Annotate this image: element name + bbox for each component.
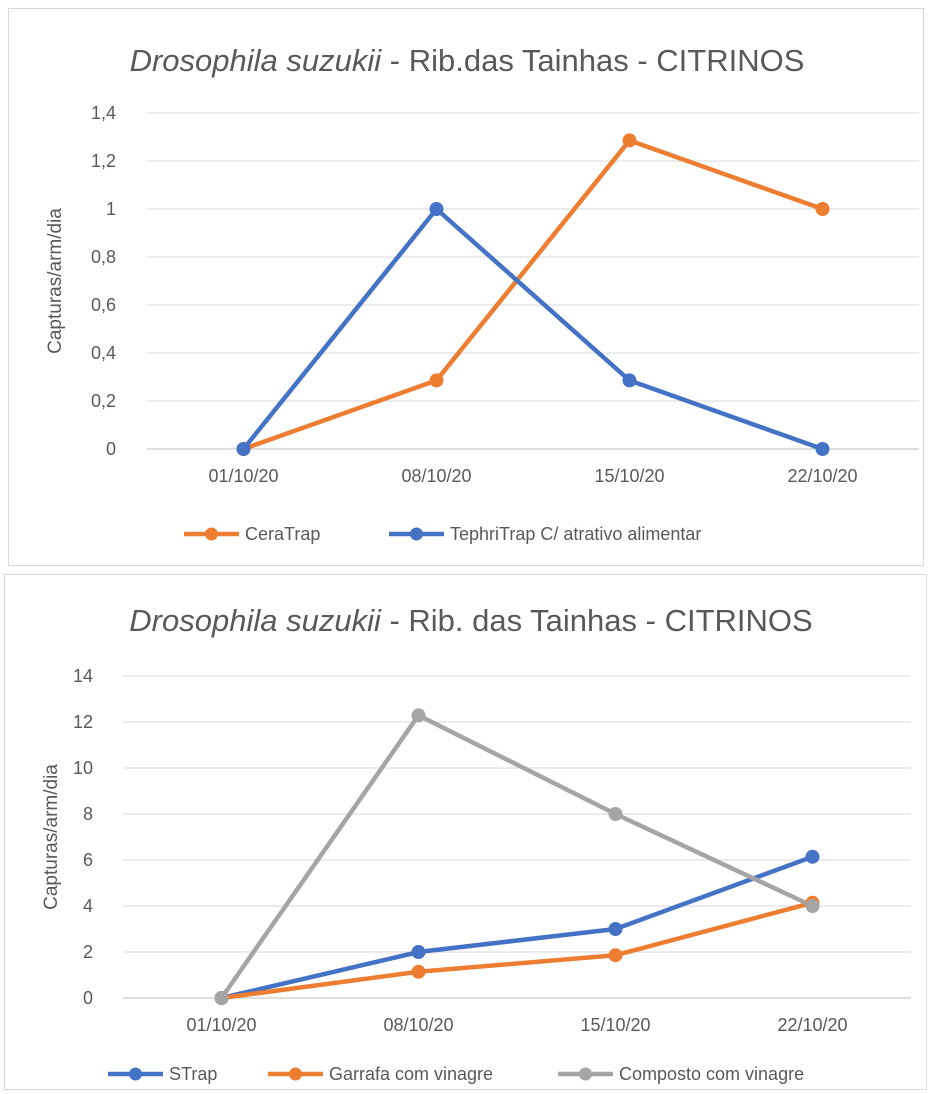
series-line-1 <box>219 854 815 1001</box>
legend-label: CeraTrap <box>245 524 320 544</box>
legend-label: TephriTrap C/ atrativo alimentar <box>450 524 701 544</box>
data-point <box>429 202 444 216</box>
y-tick-label: 1 <box>106 199 116 219</box>
chart-title-italic: Drosophila suzukii <box>129 603 382 638</box>
y-tick-label: 0 <box>83 988 93 1008</box>
chart-title: Drosophila suzukii - Rib. das Tainhas - … <box>129 603 812 638</box>
data-point <box>622 373 637 388</box>
series-line-3 <box>219 713 815 1001</box>
y-tick-label: 0,8 <box>91 247 116 267</box>
data-point <box>214 991 229 1005</box>
legend-label: STrap <box>169 1064 217 1084</box>
data-point <box>411 964 426 979</box>
y-tick-label: 2 <box>83 942 93 962</box>
chart-title: Drosophila suzukii - Rib.das Tainhas - C… <box>130 43 805 78</box>
legend-label: Garrafa com vinagre <box>329 1064 493 1084</box>
y-tick-label: 10 <box>73 758 93 778</box>
data-point <box>608 922 623 936</box>
data-point <box>622 133 637 148</box>
x-tick-label: 01/10/20 <box>186 1015 256 1035</box>
legend-marker <box>410 527 423 541</box>
x-tick-label: 15/10/20 <box>580 1015 650 1035</box>
data-point <box>608 948 623 963</box>
legend-marker <box>129 1067 142 1081</box>
x-tick-label: 08/10/20 <box>401 466 471 486</box>
x-tick-label: 22/10/20 <box>787 466 857 486</box>
legend-item: STrap <box>108 1064 217 1084</box>
y-tick-label: 4 <box>83 896 93 916</box>
chart-title-italic: Drosophila suzukii <box>130 43 383 78</box>
data-point <box>815 442 830 456</box>
chart-title-rest: - Rib. das Tainhas - CITRINOS <box>381 603 813 638</box>
legend-item: TephriTrap C/ atrativo alimentar <box>389 524 701 544</box>
y-tick-label: 0,2 <box>91 391 116 411</box>
legend-item: CeraTrap <box>184 524 320 544</box>
series-line-2 <box>241 206 825 452</box>
chart-title-rest: - Rib.das Tainhas - CITRINOS <box>381 43 804 78</box>
data-point <box>805 849 820 864</box>
y-tick-label: 6 <box>83 850 93 870</box>
data-point <box>815 202 830 216</box>
series-line-2 <box>219 900 815 1001</box>
y-tick-label: 1,2 <box>91 151 116 171</box>
y-tick-label: 0 <box>106 439 116 459</box>
x-tick-label: 08/10/20 <box>383 1015 453 1035</box>
x-tick-label: 15/10/20 <box>594 466 664 486</box>
y-tick-label: 0,6 <box>91 295 116 315</box>
data-point <box>411 945 426 959</box>
y-tick-label: 14 <box>73 666 93 686</box>
data-point <box>429 373 444 388</box>
y-axis-title: Capturas/arm/dia <box>41 764 62 910</box>
data-point <box>608 807 623 821</box>
y-tick-label: 0,4 <box>91 343 116 363</box>
y-tick-label: 8 <box>83 804 93 824</box>
x-tick-label: 22/10/20 <box>777 1015 847 1035</box>
chart-svg: Drosophila suzukii - Rib. das Tainhas - … <box>41 603 911 1084</box>
data-point <box>805 899 820 913</box>
legend-marker <box>205 527 218 541</box>
data-point <box>236 442 251 456</box>
y-axis-title: Capturas/arm/dia <box>45 208 66 354</box>
legend-item: Composto com vinagre <box>558 1064 804 1084</box>
y-tick-label: 1,4 <box>91 103 116 123</box>
legend-marker <box>579 1067 592 1081</box>
chart-svg: Drosophila suzukii - Rib.das Tainhas - C… <box>45 43 919 544</box>
chart-strap-garrafa-composto: Drosophila suzukii - Rib. das Tainhas - … <box>4 574 927 1090</box>
x-tick-label: 01/10/20 <box>208 466 278 486</box>
legend-marker <box>289 1067 302 1081</box>
y-tick-label: 12 <box>73 712 93 732</box>
chart-ceratrap-tephritrap: Drosophila suzukii - Rib.das Tainhas - C… <box>8 8 924 566</box>
series-line-1 <box>241 138 825 452</box>
legend-item: Garrafa com vinagre <box>268 1064 493 1084</box>
legend-label: Composto com vinagre <box>619 1064 804 1084</box>
data-point <box>411 708 426 723</box>
